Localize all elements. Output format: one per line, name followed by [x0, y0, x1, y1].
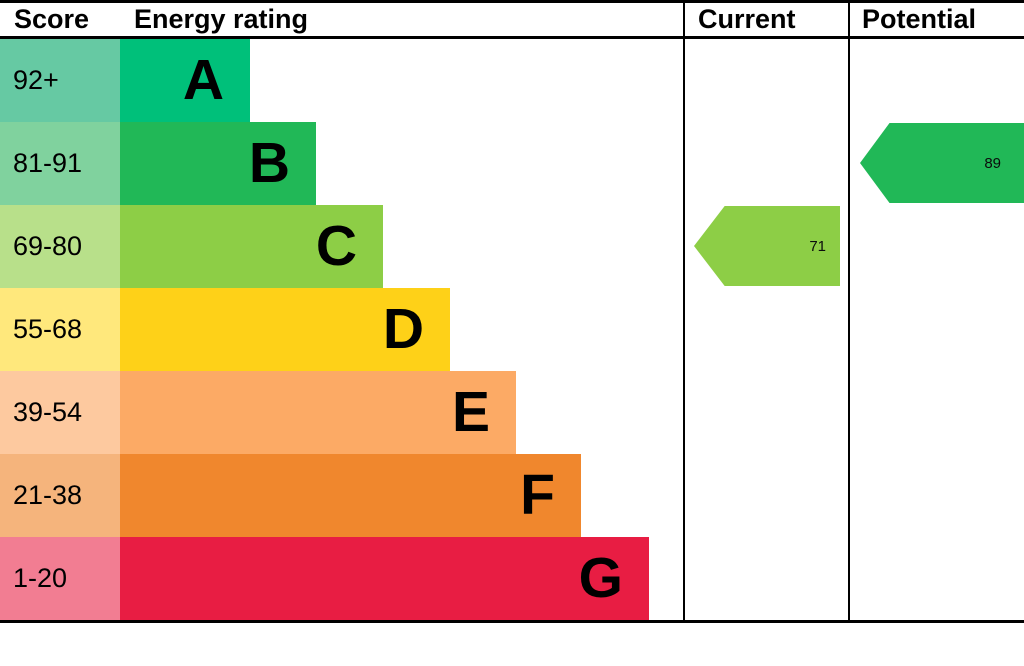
header-potential: Potential — [862, 4, 977, 34]
band-letter: A — [182, 48, 224, 112]
band-row-e: 39-54 E — [0, 371, 683, 454]
band-row-g: 1-20 G — [0, 537, 683, 620]
score-range: 81-91 — [0, 122, 120, 205]
current-column-divider — [683, 0, 685, 623]
band-letter: E — [451, 380, 490, 444]
rating-bar: D — [120, 288, 450, 371]
score-range: 55-68 — [0, 288, 120, 371]
rating-bar: A — [120, 39, 250, 122]
band-letter: B — [248, 131, 290, 195]
rating-bar: G — [120, 537, 649, 620]
band-row-a: 92+ A — [0, 39, 683, 122]
potential-column-divider — [848, 0, 850, 623]
rating-bar: F — [120, 454, 581, 537]
band-letter: F — [520, 463, 555, 527]
current-rating-value: 71 — [809, 237, 826, 255]
band-letter: D — [382, 297, 424, 361]
potential-rating-value: 89 — [984, 154, 1001, 172]
rating-bar: B — [120, 122, 316, 205]
potential-rating-arrow: 89 — [860, 123, 1024, 203]
score-range: 39-54 — [0, 371, 120, 454]
header-current: Current — [698, 4, 796, 34]
band-rows: 92+ A 81-91 B 69-80 C 55-68 D 39-54 — [0, 39, 683, 620]
chart-header: Score Energy rating Current Potential — [0, 3, 1024, 36]
band-row-d: 55-68 D — [0, 288, 683, 371]
header-energy-rating: Energy rating — [134, 4, 309, 34]
band-letter: G — [578, 546, 623, 610]
rating-bar: E — [120, 371, 516, 454]
band-row-c: 69-80 C — [0, 205, 683, 288]
current-rating-arrow: 71 — [694, 206, 840, 286]
score-range: 69-80 — [0, 205, 120, 288]
score-range: 21-38 — [0, 454, 120, 537]
top-border — [0, 0, 1024, 3]
bottom-border — [0, 620, 1024, 623]
header-score: Score — [14, 4, 90, 34]
rating-bar: C — [120, 205, 383, 288]
header-divider — [0, 36, 1024, 39]
score-range: 92+ — [0, 39, 120, 122]
score-range: 1-20 — [0, 537, 120, 620]
band-letter: C — [315, 214, 357, 278]
band-row-b: 81-91 B — [0, 122, 683, 205]
band-row-f: 21-38 F — [0, 454, 683, 537]
